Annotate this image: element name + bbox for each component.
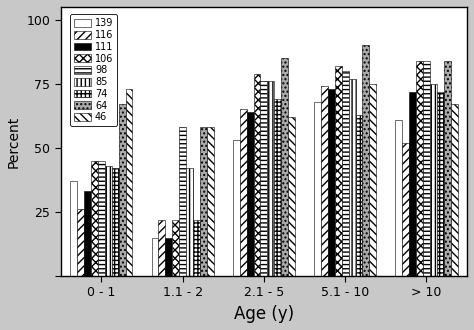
Bar	[200, 127, 207, 276]
Bar	[98, 161, 105, 276]
Bar	[233, 140, 240, 276]
Bar	[423, 61, 430, 276]
Bar	[314, 102, 321, 276]
Bar	[158, 220, 165, 276]
Bar	[173, 220, 179, 276]
Bar	[261, 81, 267, 276]
Bar	[165, 238, 173, 276]
Bar	[363, 46, 369, 276]
Bar	[207, 127, 214, 276]
Legend: 139, 116, 111, 106, 98, 85, 74, 64, 46: 139, 116, 111, 106, 98, 85, 74, 64, 46	[70, 15, 117, 126]
Bar	[186, 168, 193, 276]
Bar	[369, 84, 376, 276]
Bar	[77, 210, 84, 276]
Bar	[152, 238, 158, 276]
Bar	[112, 168, 118, 276]
Bar	[240, 110, 246, 276]
Bar	[409, 91, 416, 276]
Bar	[274, 99, 281, 276]
Bar	[254, 74, 261, 276]
Bar	[356, 115, 363, 276]
Bar	[179, 127, 186, 276]
Bar	[288, 117, 295, 276]
Bar	[281, 58, 288, 276]
Bar	[430, 84, 437, 276]
Bar	[328, 89, 335, 276]
Bar	[84, 191, 91, 276]
Y-axis label: Percent: Percent	[7, 115, 21, 168]
Bar	[126, 89, 133, 276]
Bar	[444, 61, 451, 276]
Bar	[246, 112, 254, 276]
Bar	[91, 161, 98, 276]
Bar	[193, 220, 200, 276]
Bar	[321, 86, 328, 276]
Bar	[451, 104, 457, 276]
Bar	[105, 166, 112, 276]
Bar	[395, 120, 402, 276]
Bar	[349, 79, 356, 276]
Bar	[335, 66, 342, 276]
X-axis label: Age (y): Age (y)	[234, 305, 294, 323]
Bar	[416, 61, 423, 276]
Bar	[437, 91, 444, 276]
Bar	[118, 104, 126, 276]
Bar	[70, 181, 77, 276]
Bar	[402, 143, 409, 276]
Bar	[342, 71, 349, 276]
Bar	[267, 81, 274, 276]
